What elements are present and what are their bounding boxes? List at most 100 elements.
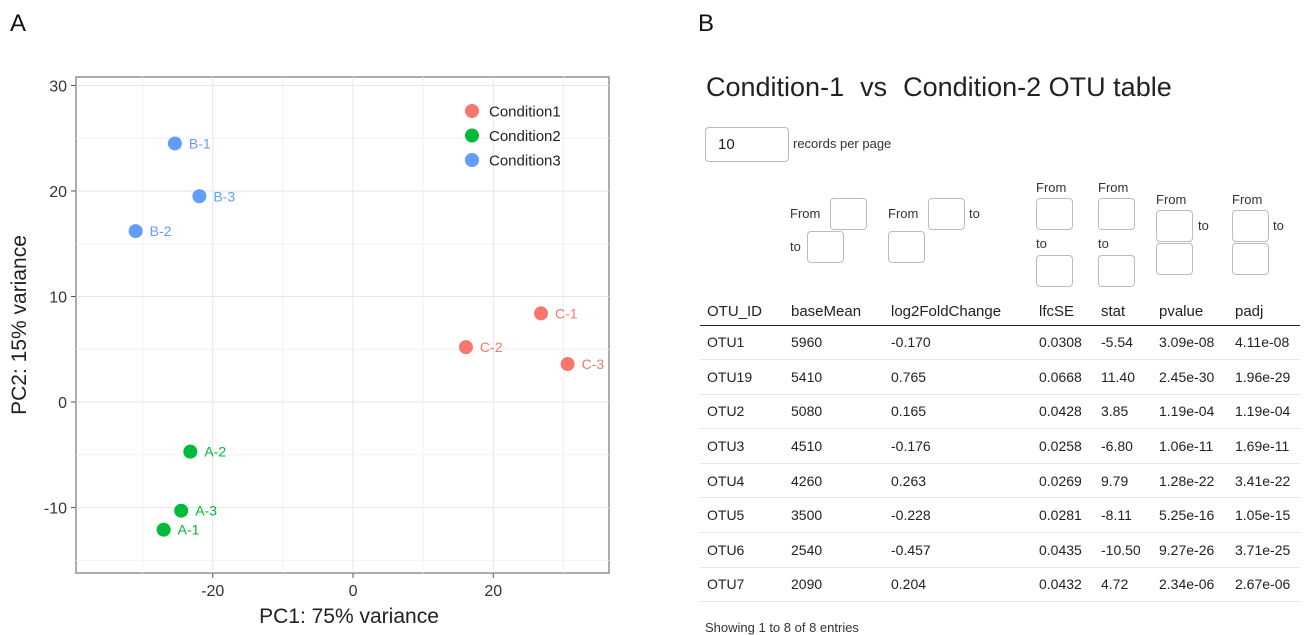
cell-log2foldchange: -0.457 xyxy=(884,532,1032,568)
padj-filter-to-input[interactable] xyxy=(1232,243,1269,275)
table-row: OTU6 2540 -0.457 0.0435 -10.50 9.27e-26 3.71e-… xyxy=(700,532,1300,568)
col-header-basemean[interactable]: baseMean xyxy=(784,299,884,326)
cell-padj: 3.41e-22 xyxy=(1228,463,1300,499)
basemean-filter-to-input[interactable] xyxy=(807,231,844,263)
col-header-otu-id[interactable]: OTU_ID xyxy=(700,299,784,326)
point-label-b-2: B-2 xyxy=(150,223,172,239)
table-body: OTU1 5960 -0.170 0.0308 -5.54 3.09e-08 4.11e-0… xyxy=(700,325,1300,603)
lfcse-filter-from-input[interactable] xyxy=(1036,198,1073,230)
col-header-log2foldchange[interactable]: log2FoldChange xyxy=(884,299,1032,326)
col-header-stat[interactable]: stat xyxy=(1094,299,1152,326)
table-title-vs: vs xyxy=(860,72,888,102)
legend-label-2: Condition2 xyxy=(489,128,561,145)
cell-otu-id: OTU4 xyxy=(700,463,784,499)
legend-label-3: Condition3 xyxy=(489,153,561,170)
cell-lfcse: 0.0432 xyxy=(1032,567,1094,603)
cell-lfcse: 0.0668 xyxy=(1032,359,1094,395)
grid xyxy=(76,77,609,573)
log2fc-filter-from-label: From xyxy=(888,206,919,221)
cell-basemean: 4260 xyxy=(784,463,884,499)
y-tick-label: 10 xyxy=(49,290,67,307)
cell-log2foldchange: 0.165 xyxy=(884,394,1032,430)
table-row: OTU19 5410 0.765 0.0668 11.40 2.45e-30 1.96e-2… xyxy=(700,359,1300,395)
table-header-row: OTU_ID baseMean log2FoldChange lfcSE sta… xyxy=(700,299,1300,326)
data-point-b-2 xyxy=(128,224,143,239)
axis-ticks: -20 0 20 -10 0 10 20 30 xyxy=(44,78,502,600)
cell-stat: -8.11 xyxy=(1094,497,1152,534)
cell-pvalue: 1.19e-04 xyxy=(1152,394,1228,430)
otu-table: OTU_ID baseMean log2FoldChange lfcSE sta… xyxy=(700,299,1300,603)
x-axis-title: PC1: 75% variance xyxy=(259,605,439,628)
point-label-c-2: C-2 xyxy=(480,339,503,355)
cell-stat: 9.79 xyxy=(1094,463,1152,499)
cell-padj: 3.71e-25 xyxy=(1228,532,1300,568)
cell-pvalue: 2.34e-06 xyxy=(1152,567,1228,603)
lfcse-filter-to-input[interactable] xyxy=(1036,255,1073,287)
point-label-b-1: B-1 xyxy=(189,135,211,151)
y-axis-title: PC2: 15% variance xyxy=(8,235,31,415)
table-title-part3: Condition-2 OTU table xyxy=(903,72,1172,102)
plot-panel xyxy=(75,76,610,574)
log2fc-filter-to-input[interactable] xyxy=(888,231,925,263)
stat-filter-to-input[interactable] xyxy=(1098,255,1135,287)
pvalue-filter-from-input[interactable] xyxy=(1156,210,1193,242)
cell-otu-id: OTU6 xyxy=(700,532,784,568)
basemean-filter-from-input[interactable] xyxy=(830,198,867,230)
cell-pvalue: 9.27e-26 xyxy=(1152,532,1228,568)
cell-lfcse: 0.0269 xyxy=(1032,463,1094,499)
y-tick-label: -10 xyxy=(44,501,67,518)
cell-otu-id: OTU7 xyxy=(700,567,784,603)
cell-pvalue: 5.25e-16 xyxy=(1152,497,1228,534)
cell-padj: 4.11e-08 xyxy=(1228,325,1300,361)
data-point-a-2 xyxy=(183,444,198,459)
cell-log2foldchange: 0.204 xyxy=(884,567,1032,603)
data-point-c-3 xyxy=(560,357,575,372)
table-title-part1: Condition-1 xyxy=(706,72,845,102)
cell-lfcse: 0.0435 xyxy=(1032,532,1094,568)
point-label-a-1: A-1 xyxy=(178,522,200,538)
pvalue-filter-from-label: From xyxy=(1156,192,1187,207)
legend: Condition1 Condition2 Condition3 xyxy=(465,104,561,170)
legend-label-1: Condition1 xyxy=(489,104,561,121)
cell-stat: 11.40 xyxy=(1094,359,1152,395)
data-point-b-3 xyxy=(192,189,207,204)
padj-filter-from-input[interactable] xyxy=(1232,210,1269,242)
table-row: OTU5 3500 -0.228 0.0281 -8.11 5.25e-16 1.05e-1… xyxy=(700,497,1300,534)
x-tick-label: 20 xyxy=(484,583,502,600)
data-point-b-1 xyxy=(167,136,182,151)
cell-basemean: 2540 xyxy=(784,532,884,568)
stat-filter-from-label: From xyxy=(1098,180,1129,195)
col-header-lfcse[interactable]: lfcSE xyxy=(1032,299,1094,326)
pca-scatter-chart: -20 0 20 -10 0 10 20 30 C-1 C-2 C-3 A-2 A-3 A-1 B-1 B-… xyxy=(8,76,610,628)
legend-key-1 xyxy=(465,104,479,118)
cell-log2foldchange: -0.176 xyxy=(884,428,1032,464)
cell-basemean: 5410 xyxy=(784,359,884,395)
cell-log2foldchange: -0.170 xyxy=(884,325,1032,361)
cell-otu-id: OTU3 xyxy=(700,428,784,464)
cell-log2foldchange: -0.228 xyxy=(884,497,1032,534)
records-per-page-input[interactable] xyxy=(705,127,789,162)
cell-pvalue: 2.45e-30 xyxy=(1152,359,1228,395)
table-row: OTU4 4260 0.263 0.0269 9.79 1.28e-22 3.41e-22 xyxy=(700,463,1300,499)
data-point-c-2 xyxy=(458,340,473,355)
cell-lfcse: 0.0308 xyxy=(1032,325,1094,361)
data-points: C-1 C-2 C-3 A-2 A-3 A-1 B-1 B-3 B-2 xyxy=(128,135,604,538)
cell-padj: 1.05e-15 xyxy=(1228,497,1300,534)
padj-filter-from-label: From xyxy=(1232,192,1263,207)
log2fc-filter-from-input[interactable] xyxy=(928,198,965,230)
basemean-filter-from-label: From xyxy=(790,206,821,221)
cell-padj: 1.69e-11 xyxy=(1228,428,1300,464)
cell-stat: -10.50 xyxy=(1094,532,1152,568)
panel-a-letter: A xyxy=(10,10,27,37)
pvalue-filter-to-input[interactable] xyxy=(1156,243,1193,275)
col-header-pvalue[interactable]: pvalue xyxy=(1152,299,1228,326)
stat-filter-from-input[interactable] xyxy=(1098,198,1135,230)
panel-b-letter: B xyxy=(698,10,715,37)
table-row: OTU2 5080 0.165 0.0428 3.85 1.19e-04 1.19e-04 xyxy=(700,394,1300,430)
point-label-a-2: A-2 xyxy=(204,444,226,460)
table-row: OTU1 5960 -0.170 0.0308 -5.54 3.09e-08 4.11e-0… xyxy=(700,325,1300,361)
col-header-padj[interactable]: padj xyxy=(1228,299,1300,326)
records-per-page-label: records per page xyxy=(793,136,892,151)
data-point-a-1 xyxy=(156,522,171,537)
padj-filter-to-label: to xyxy=(1273,218,1284,233)
